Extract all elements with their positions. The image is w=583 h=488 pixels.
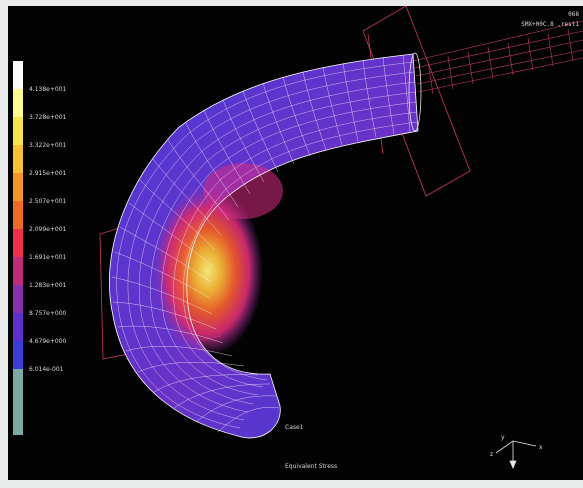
legend-label: 1.691e+001: [29, 254, 67, 261]
axis-label-x: x: [539, 444, 543, 451]
legend-swatch: [13, 369, 23, 435]
legend-label: 4.679e+000: [29, 338, 67, 345]
legend-swatch: [13, 117, 23, 145]
legend-label: 6.014e-001: [29, 366, 64, 373]
legend-label: 3.322e+001: [29, 142, 67, 149]
legend-label: 2.507e+001: [29, 198, 67, 205]
result-type-label: Equivalent Stress: [285, 463, 338, 470]
legend-label: 3.728e+001: [29, 114, 67, 121]
legend-swatch: [13, 313, 23, 341]
legend-swatch: [13, 257, 23, 285]
wireframe-pipe: [412, 20, 583, 95]
legend-swatch: [13, 173, 23, 201]
stress-legend: 4.138e+001 3.728e+001 3.322e+001 2.915e+…: [13, 61, 93, 441]
legend-label: 2.099e+001: [29, 226, 67, 233]
legend-label: 8.757e+000: [29, 310, 67, 317]
model-info-line-1: 068: [568, 11, 579, 18]
legend-label: 1.283e+001: [29, 282, 67, 289]
fea-viewport[interactable]: y x z 068 SMX+00C.8 ,rest1 4.138e+001 3.…: [8, 6, 583, 480]
legend-swatch: [13, 285, 23, 313]
load-case-label: Case1: [285, 424, 304, 431]
legend-swatch: [13, 341, 23, 369]
legend-swatch: [13, 201, 23, 229]
legend-swatch: [13, 145, 23, 173]
legend-label: 4.138e+001: [29, 86, 67, 93]
model-canvas[interactable]: y x z: [8, 6, 583, 480]
legend-swatch: [13, 229, 23, 257]
axis-triad: [495, 440, 537, 470]
legend-swatch: [13, 61, 23, 89]
legend-swatch: [13, 89, 23, 117]
axis-label-z: z: [490, 451, 493, 458]
legend-label: 2.915e+001: [29, 170, 67, 177]
model-info-line-2: SMX+00C.8 ,rest1: [521, 21, 579, 28]
pipe-bend-mesh: [109, 52, 422, 439]
axis-label-y: y: [501, 434, 505, 441]
